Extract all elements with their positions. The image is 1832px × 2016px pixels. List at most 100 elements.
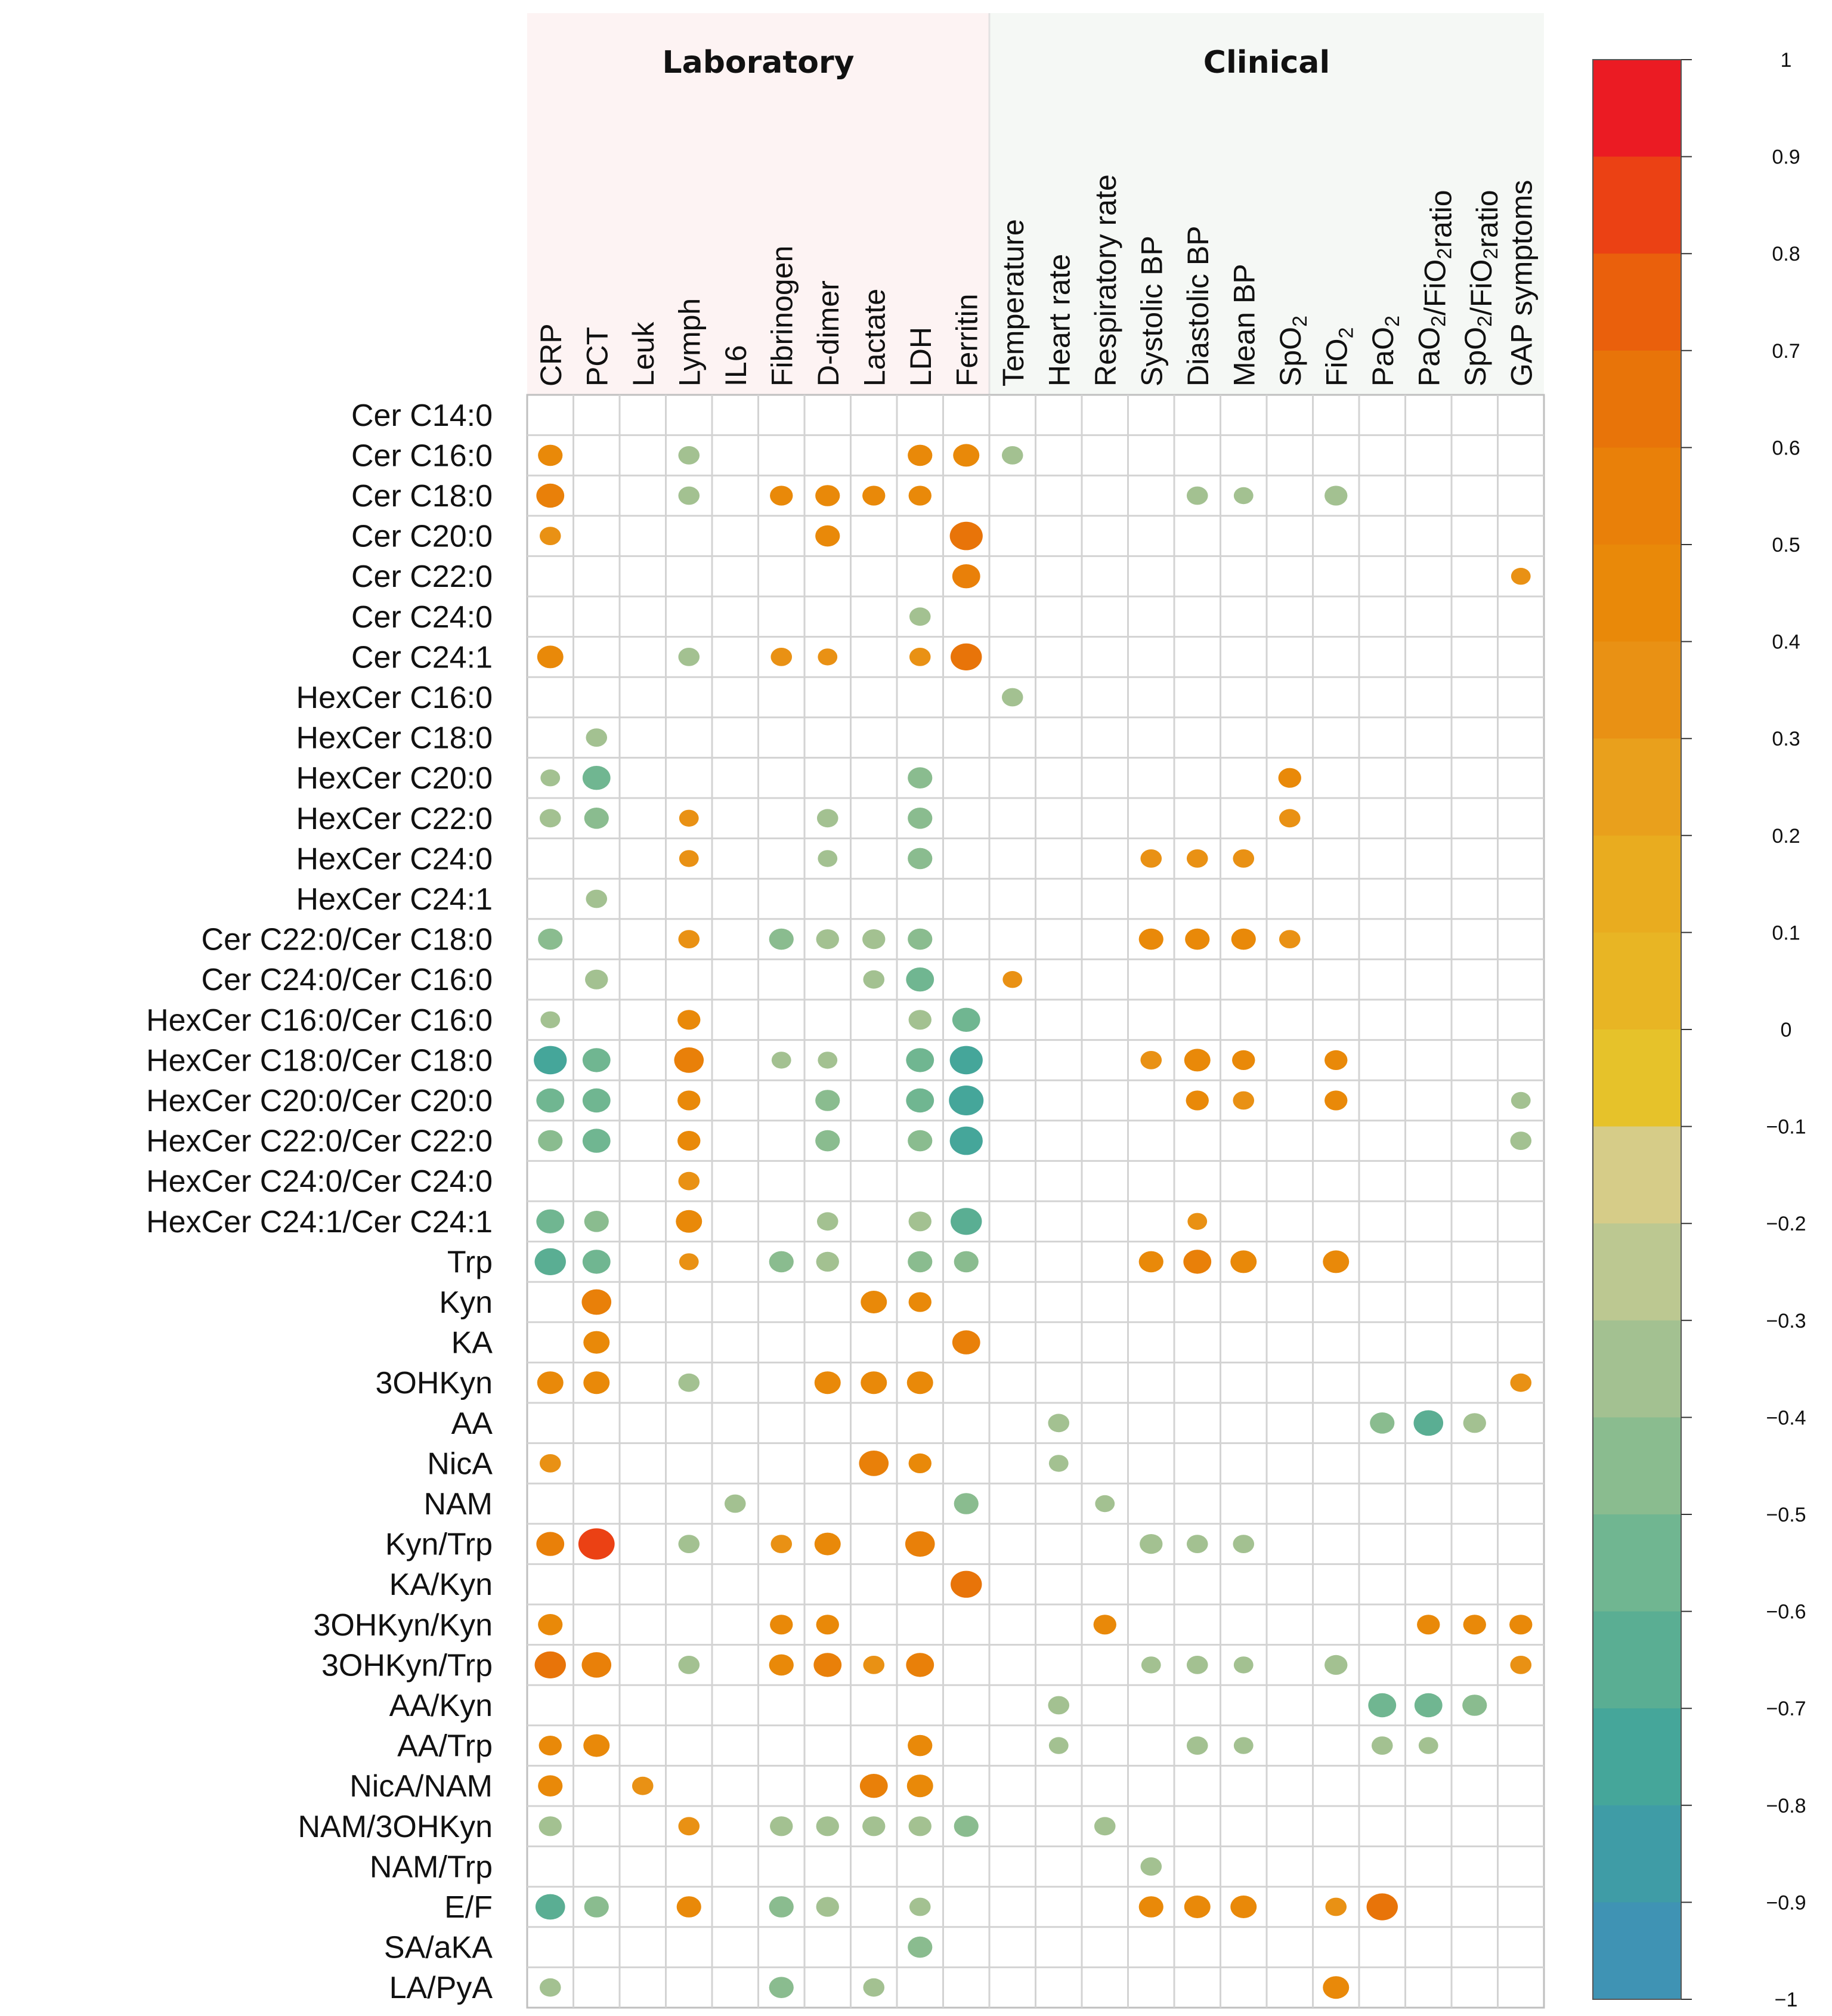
- correlation-circle: [816, 1251, 839, 1272]
- correlation-circle: [584, 1211, 609, 1232]
- correlation-circle: [816, 809, 838, 828]
- colorbar-tick-label: 0.8: [1772, 243, 1800, 265]
- column-label: SpO2/FiO2ratio: [1459, 190, 1504, 386]
- row-label: Cer C18:0: [351, 479, 493, 514]
- row-label: KA/Kyn: [389, 1567, 493, 1602]
- colorbar-tick-label: 0.3: [1772, 728, 1800, 750]
- correlation-circle: [1231, 928, 1256, 950]
- correlation-circle: [538, 1130, 563, 1152]
- correlation-circle: [949, 521, 983, 551]
- correlation-circle: [1140, 1051, 1162, 1069]
- correlation-circle: [582, 1128, 611, 1153]
- correlation-circle: [1325, 486, 1348, 506]
- correlation-circle: [679, 850, 699, 867]
- correlation-circle: [1233, 1656, 1254, 1674]
- correlation-circle: [861, 1291, 887, 1313]
- correlation-circle: [536, 1209, 565, 1233]
- row-label: KA: [451, 1326, 493, 1361]
- correlation-circle: [539, 527, 561, 545]
- correlation-circle: [538, 928, 563, 950]
- correlation-circle: [538, 444, 563, 466]
- correlation-circle: [1279, 930, 1301, 948]
- row-label: AA/Kyn: [389, 1689, 493, 1723]
- correlation-circle: [908, 1453, 932, 1473]
- row-label: HexCer C16:0: [296, 681, 493, 715]
- colorbar-segment: [1593, 1320, 1681, 1418]
- row-label: Kyn/Trp: [385, 1528, 493, 1562]
- correlation-circle: [578, 1528, 615, 1560]
- correlation-circle: [859, 1774, 888, 1798]
- correlation-circle: [582, 766, 611, 790]
- group-header-background: [989, 13, 1544, 395]
- correlation-circle: [1141, 1656, 1161, 1674]
- colorbar-tick-label: −0.9: [1766, 1891, 1806, 1914]
- correlation-circle: [1325, 1655, 1348, 1675]
- colorbar-segment: [1593, 545, 1681, 642]
- correlation-circle: [908, 1936, 933, 1958]
- correlation-circle: [724, 1494, 746, 1513]
- colorbar-tick-label: −0.4: [1766, 1406, 1806, 1429]
- correlation-circle: [814, 1371, 841, 1394]
- column-label: Mean BP: [1227, 264, 1261, 386]
- row-label: E/F: [444, 1890, 493, 1925]
- colorbar-segment: [1593, 835, 1681, 933]
- colorbar-tick-label: 0.4: [1772, 631, 1800, 654]
- colorbar-segment: [1593, 1029, 1681, 1127]
- correlation-circle: [1233, 1535, 1255, 1554]
- row-label: AA: [451, 1406, 493, 1441]
- correlation-circle: [584, 808, 609, 829]
- colorbar-segment: [1593, 253, 1681, 351]
- correlation-circle: [1184, 1896, 1211, 1918]
- correlation-circle: [1233, 1737, 1254, 1754]
- correlation-circle: [1371, 1736, 1393, 1755]
- correlation-circle: [769, 928, 794, 950]
- correlation-circle: [908, 486, 932, 506]
- colorbar-tick-label: −0.3: [1766, 1310, 1806, 1332]
- column-label: CRP: [534, 323, 568, 386]
- colorbar-tick-label: −0.1: [1766, 1116, 1806, 1139]
- correlation-circle: [813, 1653, 842, 1677]
- correlation-circle: [1186, 486, 1208, 505]
- correlation-circle: [1048, 1414, 1070, 1433]
- correlation-circle: [954, 1816, 979, 1837]
- correlation-circle: [815, 485, 840, 506]
- correlation-circle: [678, 446, 700, 465]
- correlation-circle: [953, 444, 980, 467]
- correlation-circle: [908, 848, 933, 870]
- correlation-circle: [583, 1331, 610, 1354]
- column-label: Respiratory rate: [1089, 174, 1122, 386]
- correlation-circle: [1325, 1090, 1348, 1111]
- correlation-circle: [539, 1816, 562, 1836]
- column-label: Temperature: [997, 219, 1030, 386]
- row-label: HexCer C24:1/Cer C24:1: [146, 1205, 493, 1239]
- correlation-circle: [677, 1010, 701, 1030]
- correlation-circle: [906, 1774, 933, 1798]
- correlation-circle: [678, 1817, 700, 1836]
- correlation-circle: [1463, 1615, 1486, 1635]
- column-label: Lymph: [673, 298, 706, 386]
- correlation-circle: [1140, 1534, 1163, 1554]
- correlation-circle: [1366, 1893, 1398, 1921]
- colorbar-tick-label: −1: [1775, 1989, 1798, 2011]
- correlation-circle: [679, 809, 699, 827]
- correlation-circle: [818, 648, 838, 666]
- correlation-circle: [678, 930, 700, 948]
- correlation-circle: [581, 1289, 612, 1315]
- colorbar-segment: [1593, 738, 1681, 836]
- correlation-circle: [1186, 1656, 1208, 1674]
- correlation-circle: [1187, 1213, 1208, 1230]
- correlation-circle: [770, 1816, 793, 1836]
- row-label: Cer C22:0: [351, 559, 493, 594]
- correlation-circle: [863, 970, 885, 989]
- correlation-circle: [1325, 1897, 1347, 1916]
- correlation-circle: [539, 809, 561, 828]
- correlation-circle: [951, 1208, 982, 1235]
- correlation-circle: [586, 889, 608, 908]
- row-label: NicA/NAM: [349, 1769, 493, 1804]
- correlation-circle: [909, 648, 931, 666]
- correlation-circle: [1323, 1250, 1350, 1273]
- group-header-label: Laboratory: [662, 45, 854, 81]
- column-label: PaO2/FiO2ratio: [1412, 190, 1457, 386]
- correlation-circle: [585, 969, 608, 990]
- colorbar-segment: [1593, 641, 1681, 740]
